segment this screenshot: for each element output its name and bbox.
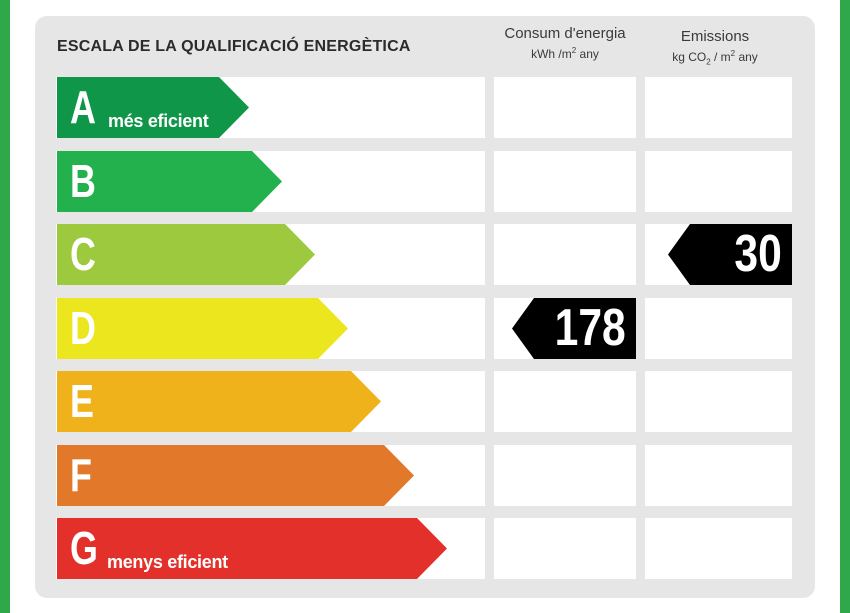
left-border	[0, 0, 10, 613]
consumption-header-unit: kWh /m2 any	[531, 46, 599, 61]
consumption-cell-b	[494, 151, 636, 212]
emissions-value-tag-value: 30	[734, 225, 782, 283]
rating-letter-g: G	[70, 522, 98, 574]
consumption-value-tag: 178	[512, 298, 636, 359]
emissions-cell-f	[645, 445, 792, 506]
emissions-header-unit: kg CO2 / m2 any	[672, 49, 758, 67]
consumption-cell-f	[494, 445, 636, 506]
rating-arrow-f	[57, 445, 414, 506]
rating-arrow-e	[57, 371, 381, 432]
rating-sublabel-a: més eficient	[108, 111, 209, 131]
emissions-cell-g	[645, 518, 792, 579]
rating-sublabel-g: menys eficient	[107, 552, 228, 572]
rating-arrow-d	[57, 298, 348, 359]
consumption-cell-c	[494, 224, 636, 285]
consumption-header-label: Consum d'energia	[504, 25, 626, 42]
rating-letter-a: A	[70, 81, 96, 133]
consumption-cell-e	[494, 371, 636, 432]
rating-letter-c: C	[70, 228, 96, 280]
consumption-value-tag-value: 178	[554, 299, 626, 357]
rating-letter-d: D	[70, 302, 96, 354]
emissions-cell-d	[645, 298, 792, 359]
scale-title: ESCALA DE LA QUALIFICACIÓ ENERGÈTICA	[57, 38, 411, 55]
emissions-cell-e	[645, 371, 792, 432]
consumption-cell-a	[494, 77, 636, 138]
rating-letter-b: B	[70, 155, 96, 207]
consumption-column-header: Consum d'energia kWh /m2 any	[490, 25, 640, 61]
emissions-value-tag: 30	[668, 224, 792, 285]
right-border	[840, 0, 850, 613]
rating-arrow-a	[57, 77, 249, 138]
rating-letter-e: E	[70, 375, 94, 427]
consumption-cell-g	[494, 518, 636, 579]
rating-arrow-g	[57, 518, 447, 579]
rating-arrow-b	[57, 151, 282, 212]
emissions-cell-a	[645, 77, 792, 138]
rating-arrow-c	[57, 224, 315, 285]
emissions-header-label: Emissions	[680, 28, 750, 45]
emissions-column-header: Emissions kg CO2 / m2 any	[640, 28, 790, 66]
rating-letter-f: F	[70, 449, 92, 501]
emissions-cell-b	[645, 151, 792, 212]
